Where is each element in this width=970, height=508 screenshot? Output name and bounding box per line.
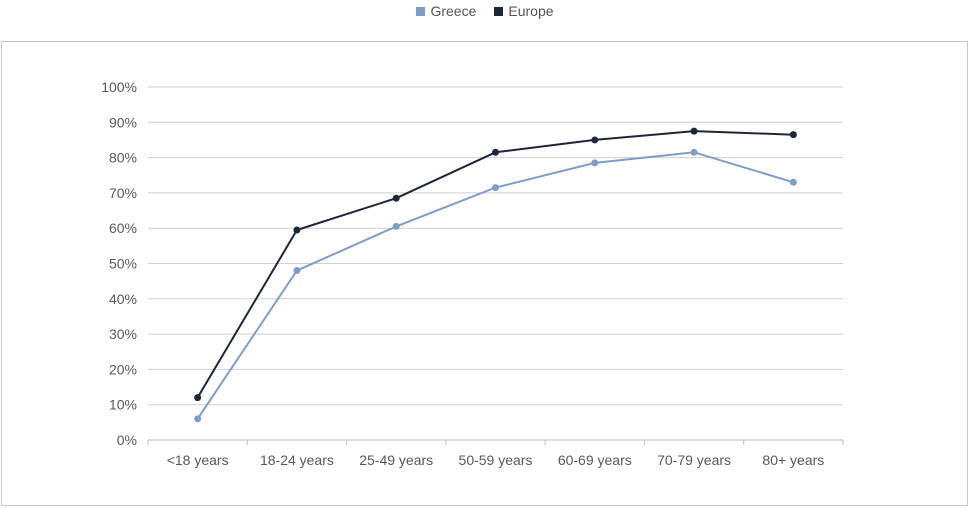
y-tick-label: 90% (109, 114, 137, 130)
x-tick-label: 18-24 years (260, 452, 334, 468)
y-tick-label: 10% (109, 397, 137, 413)
x-tick-label: 60-69 years (558, 452, 632, 468)
data-point-greece (194, 415, 202, 423)
data-point-europe (392, 194, 400, 202)
y-tick-label: 100% (101, 79, 137, 95)
y-tick-label: 70% (109, 185, 137, 201)
legend-label-greece: Greece (430, 3, 477, 19)
data-point-europe (690, 127, 698, 135)
y-tick-label: 40% (109, 291, 137, 307)
data-point-greece (293, 267, 301, 275)
y-tick-label: 0% (117, 432, 137, 448)
chart-legend: Greece Europe (0, 2, 970, 20)
data-point-greece (789, 178, 797, 186)
x-tick-label: 50-59 years (459, 452, 533, 468)
x-tick-label: <18 years (167, 452, 229, 468)
data-point-greece (492, 184, 499, 192)
data-point-europe (293, 226, 301, 234)
legend-item-europe: Europe (494, 3, 554, 19)
data-point-europe (194, 394, 202, 402)
y-tick-label: 20% (109, 361, 137, 377)
data-point-europe (492, 148, 499, 156)
data-point-greece (591, 159, 599, 167)
y-tick-label: 80% (109, 150, 137, 166)
series-line-greece (196, 151, 794, 420)
data-point-greece (690, 148, 698, 156)
x-tick-label: 80+ years (762, 452, 824, 468)
y-tick-label: 30% (109, 326, 137, 342)
data-point-greece (392, 222, 400, 230)
plot-frame (1, 41, 968, 506)
legend-label-europe: Europe (508, 3, 554, 19)
legend-item-greece: Greece (416, 3, 476, 19)
data-point-europe (789, 131, 797, 139)
legend-swatch-greece (416, 6, 426, 16)
legend-swatch-europe (494, 6, 504, 16)
data-point-europe (591, 136, 599, 144)
series-line-europe (196, 130, 794, 399)
x-tick-label: 70-79 years (657, 452, 731, 468)
y-tick-label: 50% (109, 256, 137, 272)
x-tick-label: 25-49 years (359, 452, 433, 468)
y-tick-label: 60% (109, 220, 137, 236)
